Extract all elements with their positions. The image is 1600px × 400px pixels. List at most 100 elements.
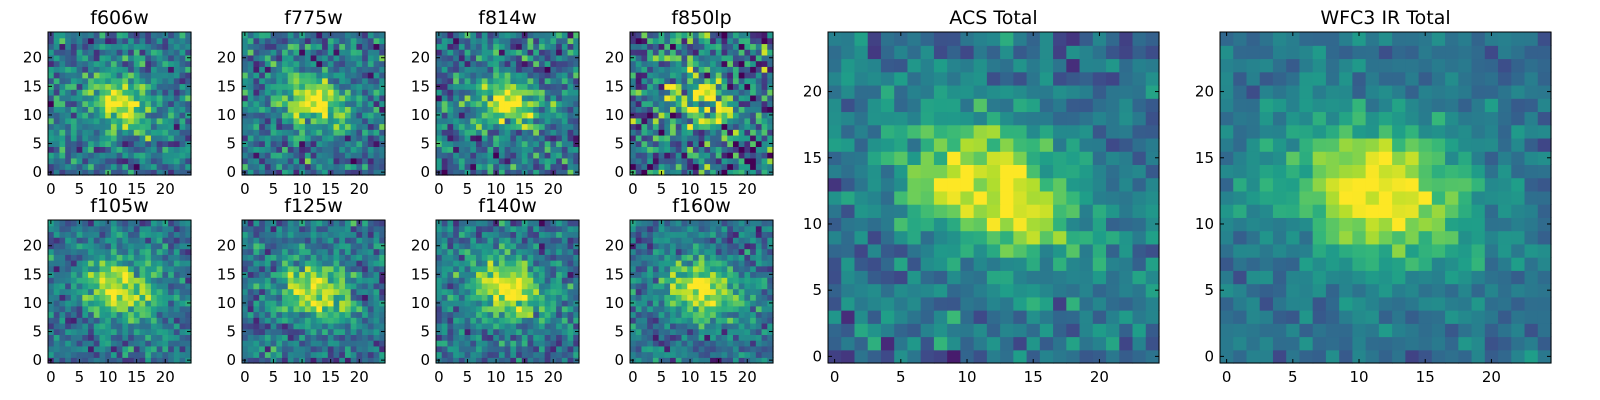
heatmap-cell	[350, 237, 357, 244]
y-tick-label: 20	[217, 49, 236, 67]
heatmap-cell	[168, 83, 175, 90]
heatmap-cell	[270, 311, 277, 318]
heatmap-cell	[333, 300, 340, 307]
heatmap-cell	[93, 60, 101, 67]
heatmap-cell	[270, 54, 277, 62]
heatmap-cell	[470, 60, 477, 67]
heatmap-cell	[316, 129, 323, 136]
heatmap-cell	[458, 305, 466, 313]
heatmap-cell	[162, 237, 169, 244]
heatmap-cell	[339, 300, 346, 307]
heatmap-cell	[458, 242, 466, 250]
heatmap-cell	[630, 129, 637, 136]
heatmap-cell	[464, 311, 471, 318]
heatmap-cell	[128, 220, 135, 227]
heatmap-cell	[316, 163, 323, 170]
heatmap-cell	[105, 260, 112, 267]
heatmap-cell	[367, 254, 375, 261]
heatmap-cell	[53, 117, 61, 125]
heatmap-cell	[116, 260, 123, 267]
heatmap-cell	[367, 277, 375, 284]
heatmap-cell	[750, 43, 757, 50]
heatmap-cell	[704, 152, 711, 159]
heatmap-cell	[247, 49, 255, 56]
heatmap-cell	[339, 66, 346, 73]
heatmap-cell	[116, 300, 123, 307]
heatmap-cell	[504, 220, 511, 227]
heatmap-cell	[179, 277, 186, 284]
heatmap-cell	[122, 106, 129, 113]
heatmap-cell	[76, 351, 83, 358]
heatmap-cell	[276, 66, 283, 73]
heatmap-cell	[721, 112, 728, 119]
heatmap-cell	[110, 277, 118, 284]
heatmap-cell	[436, 351, 443, 358]
heatmap-cells	[630, 32, 774, 176]
heatmap-cell	[721, 152, 728, 159]
heatmap-cell	[128, 106, 135, 113]
heatmap-cell	[458, 340, 466, 347]
heatmap-cell	[299, 334, 306, 341]
heatmap-cell	[105, 146, 112, 153]
heatmap-cell	[173, 345, 181, 353]
heatmap-cell	[322, 294, 329, 301]
heatmap-cell	[652, 123, 660, 130]
heatmap-cell	[692, 66, 700, 73]
heatmap-cell	[441, 152, 449, 159]
heatmap-cell	[721, 277, 728, 284]
heatmap-cell	[253, 169, 260, 176]
heatmap-cell	[310, 220, 317, 227]
heatmap-cell	[498, 282, 506, 290]
heatmap-cell	[76, 237, 83, 244]
heatmap-cell	[367, 328, 375, 335]
heatmap-cell	[436, 157, 443, 165]
heatmap-cell	[710, 146, 717, 153]
heatmap-cell	[721, 54, 728, 62]
heatmap-cell	[658, 60, 665, 67]
heatmap-cell	[744, 300, 751, 307]
heatmap-cell	[464, 100, 471, 107]
heatmap-cell	[561, 357, 569, 364]
heatmap-cell	[715, 345, 723, 353]
heatmap-cell	[470, 311, 477, 318]
heatmap-cell	[116, 94, 123, 102]
heatmap-cell	[538, 66, 546, 73]
heatmap-cell	[516, 66, 523, 73]
heatmap-cell	[247, 94, 255, 102]
heatmap-cell	[179, 322, 186, 330]
heatmap-cell	[750, 157, 757, 165]
heatmap-cell	[362, 328, 369, 335]
heatmap-cell	[510, 311, 517, 318]
heatmap-cell	[276, 322, 283, 330]
heatmap-cell	[99, 129, 106, 136]
heatmap-cell	[253, 305, 260, 313]
heatmap-cell	[287, 134, 295, 142]
heatmap-cell	[322, 231, 329, 238]
heatmap-cell	[145, 106, 152, 113]
heatmap-cell	[744, 100, 751, 107]
heatmap-cell	[556, 66, 563, 73]
heatmap-cell	[105, 248, 112, 255]
heatmap-cell	[327, 288, 335, 295]
heatmap-cell	[264, 72, 272, 79]
heatmap-cell	[139, 157, 146, 165]
heatmap-cell	[516, 345, 523, 353]
heatmap-cell	[316, 157, 323, 165]
heatmap-cell	[533, 225, 540, 233]
heatmap-cell	[253, 294, 260, 301]
x-tick-label: 20	[544, 180, 563, 198]
heatmap-cell	[362, 94, 369, 102]
heatmap-cell	[498, 351, 506, 358]
heatmap-cell	[544, 60, 551, 67]
heatmap-cell	[556, 134, 563, 142]
heatmap-cell	[698, 112, 705, 119]
heatmap-cell	[750, 112, 757, 119]
heatmap-cell	[441, 60, 449, 67]
heatmap-cell	[715, 146, 723, 153]
heatmap-cell	[264, 32, 272, 39]
heatmap-cell	[721, 66, 728, 73]
heatmap-cell	[110, 66, 118, 73]
heatmap-cell	[721, 311, 728, 318]
heatmap-cell	[333, 242, 340, 250]
